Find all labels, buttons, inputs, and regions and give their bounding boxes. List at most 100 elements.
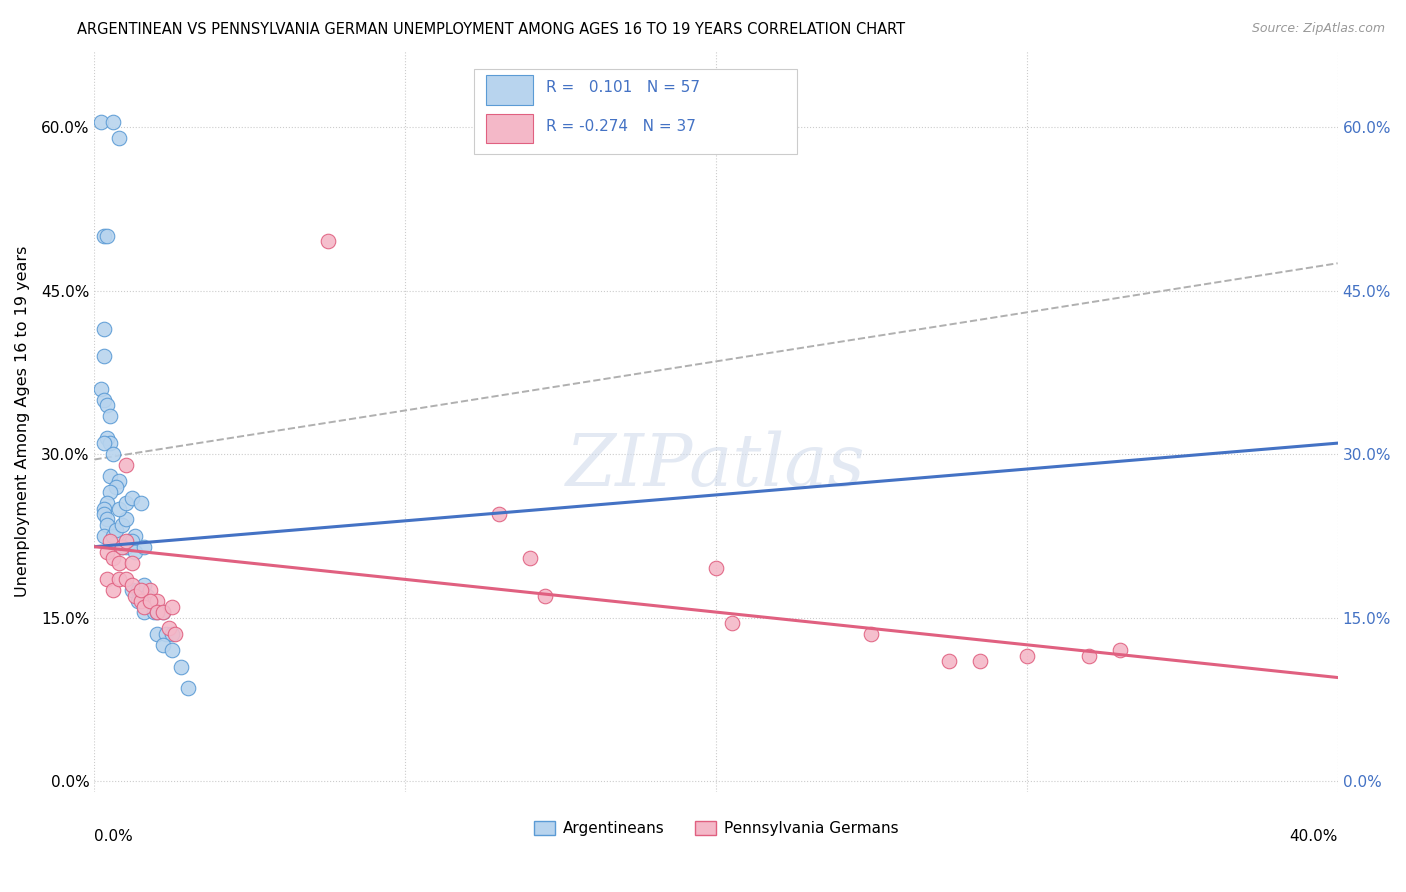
- Point: [108, 573, 131, 587]
- Point: [108, 131, 131, 145]
- Point: [98, 534, 121, 549]
- Text: R =   0.101   N = 57: R = 0.101 N = 57: [546, 80, 700, 95]
- Point: [90, 114, 112, 128]
- Point: [101, 529, 124, 543]
- Point: [114, 496, 136, 510]
- Point: [969, 654, 991, 668]
- Point: [152, 638, 174, 652]
- Point: [114, 573, 136, 587]
- Point: [136, 589, 159, 603]
- Point: [96, 431, 118, 445]
- Point: [101, 114, 124, 128]
- Point: [98, 409, 121, 423]
- Text: 40.0%: 40.0%: [1289, 829, 1337, 844]
- Point: [139, 594, 162, 608]
- Point: [1109, 643, 1132, 657]
- Point: [96, 512, 118, 526]
- Point: [145, 594, 167, 608]
- Point: [129, 594, 152, 608]
- Point: [118, 534, 141, 549]
- Point: [93, 501, 115, 516]
- Point: [98, 468, 121, 483]
- Point: [145, 605, 167, 619]
- Point: [105, 480, 128, 494]
- Point: [96, 398, 118, 412]
- Point: [177, 681, 200, 696]
- Point: [519, 550, 541, 565]
- Point: [1078, 648, 1101, 663]
- Point: [129, 496, 152, 510]
- Point: [704, 561, 727, 575]
- Point: [111, 517, 134, 532]
- Point: [101, 447, 124, 461]
- Point: [170, 659, 193, 673]
- Point: [93, 507, 115, 521]
- Point: [124, 529, 146, 543]
- Point: [127, 583, 149, 598]
- Point: [316, 235, 339, 249]
- Point: [124, 589, 146, 603]
- Point: [96, 517, 118, 532]
- Point: [101, 550, 124, 565]
- Point: [111, 540, 134, 554]
- Point: [157, 622, 180, 636]
- Point: [160, 627, 183, 641]
- Point: [108, 501, 131, 516]
- Point: [145, 605, 167, 619]
- FancyBboxPatch shape: [486, 113, 533, 144]
- Text: Source: ZipAtlas.com: Source: ZipAtlas.com: [1251, 22, 1385, 36]
- Point: [152, 605, 174, 619]
- Point: [96, 496, 118, 510]
- Point: [90, 382, 112, 396]
- Point: [134, 605, 156, 619]
- Point: [488, 507, 510, 521]
- Point: [145, 627, 167, 641]
- Point: [134, 599, 156, 614]
- Point: [121, 583, 143, 598]
- Point: [160, 599, 183, 614]
- Text: 0.0%: 0.0%: [94, 829, 134, 844]
- Point: [93, 349, 115, 363]
- Point: [155, 627, 177, 641]
- Point: [93, 529, 115, 543]
- Point: [720, 615, 742, 630]
- Point: [152, 605, 174, 619]
- Point: [98, 436, 121, 450]
- FancyBboxPatch shape: [486, 75, 533, 104]
- Point: [121, 578, 143, 592]
- Point: [114, 512, 136, 526]
- Point: [93, 392, 115, 407]
- Point: [96, 545, 118, 559]
- Legend: Argentineans, Pennsylvania Germans: Argentineans, Pennsylvania Germans: [533, 821, 898, 836]
- Text: ARGENTINEAN VS PENNSYLVANIA GERMAN UNEMPLOYMENT AMONG AGES 16 TO 19 YEARS CORREL: ARGENTINEAN VS PENNSYLVANIA GERMAN UNEMP…: [77, 22, 905, 37]
- Point: [108, 475, 131, 489]
- Point: [96, 573, 118, 587]
- Point: [93, 436, 115, 450]
- FancyBboxPatch shape: [474, 70, 797, 154]
- Text: ZIPatlas: ZIPatlas: [567, 431, 866, 501]
- Point: [165, 627, 187, 641]
- Point: [860, 627, 883, 641]
- Point: [127, 594, 149, 608]
- Y-axis label: Unemployment Among Ages 16 to 19 years: Unemployment Among Ages 16 to 19 years: [15, 245, 30, 597]
- Point: [105, 524, 128, 538]
- Point: [101, 583, 124, 598]
- Point: [111, 540, 134, 554]
- Point: [93, 229, 115, 244]
- Point: [1015, 648, 1038, 663]
- Point: [108, 556, 131, 570]
- Point: [534, 589, 557, 603]
- Point: [114, 540, 136, 554]
- Point: [114, 458, 136, 472]
- Point: [134, 578, 156, 592]
- Point: [139, 583, 162, 598]
- Point: [160, 643, 183, 657]
- Point: [124, 545, 146, 559]
- Point: [96, 229, 118, 244]
- Point: [121, 534, 143, 549]
- Point: [121, 556, 143, 570]
- Point: [98, 485, 121, 500]
- Point: [139, 594, 162, 608]
- Point: [114, 534, 136, 549]
- Text: R = -0.274   N = 37: R = -0.274 N = 37: [546, 119, 696, 134]
